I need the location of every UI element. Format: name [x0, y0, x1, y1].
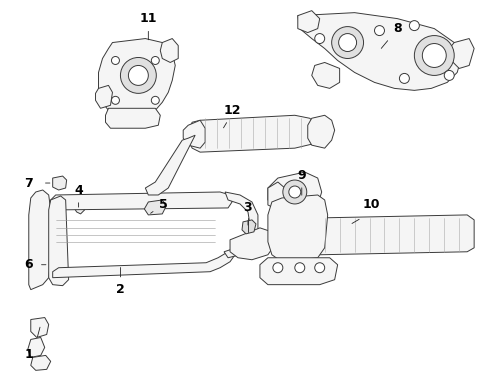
Polygon shape [268, 195, 328, 262]
Polygon shape [449, 38, 474, 69]
Text: 12: 12 [223, 104, 241, 117]
Circle shape [315, 34, 324, 43]
Polygon shape [106, 108, 160, 128]
Text: 6: 6 [24, 258, 33, 271]
Circle shape [151, 56, 159, 64]
Text: 10: 10 [363, 199, 380, 211]
Text: 5: 5 [159, 199, 168, 211]
Circle shape [399, 74, 409, 83]
Polygon shape [298, 13, 461, 90]
Polygon shape [298, 11, 320, 33]
Circle shape [295, 263, 305, 273]
Polygon shape [312, 215, 474, 255]
Circle shape [338, 34, 357, 51]
Circle shape [111, 56, 120, 64]
Polygon shape [145, 135, 195, 195]
Text: 3: 3 [244, 202, 252, 215]
Polygon shape [183, 120, 205, 148]
Polygon shape [268, 172, 322, 210]
Circle shape [422, 43, 446, 67]
Text: 11: 11 [140, 12, 157, 25]
Text: 4: 4 [74, 184, 83, 197]
Polygon shape [260, 258, 337, 285]
Circle shape [409, 21, 420, 30]
Polygon shape [28, 338, 45, 357]
Polygon shape [53, 248, 235, 278]
Circle shape [111, 96, 120, 104]
Circle shape [332, 27, 363, 58]
Text: 8: 8 [393, 22, 402, 35]
Polygon shape [144, 200, 166, 215]
Circle shape [120, 58, 156, 93]
Circle shape [283, 180, 307, 204]
Polygon shape [230, 228, 275, 260]
Circle shape [374, 26, 384, 35]
Polygon shape [29, 190, 51, 290]
Polygon shape [308, 115, 335, 148]
Polygon shape [224, 192, 258, 258]
Polygon shape [160, 38, 178, 62]
Circle shape [289, 186, 301, 198]
Polygon shape [73, 196, 86, 214]
Circle shape [273, 263, 283, 273]
Text: 1: 1 [24, 348, 33, 361]
Text: 9: 9 [298, 168, 306, 182]
Polygon shape [98, 38, 175, 118]
Polygon shape [312, 62, 340, 88]
Circle shape [444, 70, 454, 80]
Polygon shape [188, 115, 318, 152]
Circle shape [315, 263, 324, 273]
Text: 2: 2 [116, 283, 125, 296]
Polygon shape [268, 182, 285, 210]
Polygon shape [48, 196, 69, 286]
Polygon shape [242, 220, 256, 234]
Polygon shape [31, 317, 48, 338]
Polygon shape [96, 85, 112, 108]
Circle shape [414, 35, 454, 75]
Circle shape [151, 96, 159, 104]
Polygon shape [53, 176, 67, 190]
Circle shape [129, 66, 148, 85]
Text: 7: 7 [24, 176, 33, 189]
Polygon shape [31, 355, 51, 370]
Polygon shape [51, 192, 232, 210]
